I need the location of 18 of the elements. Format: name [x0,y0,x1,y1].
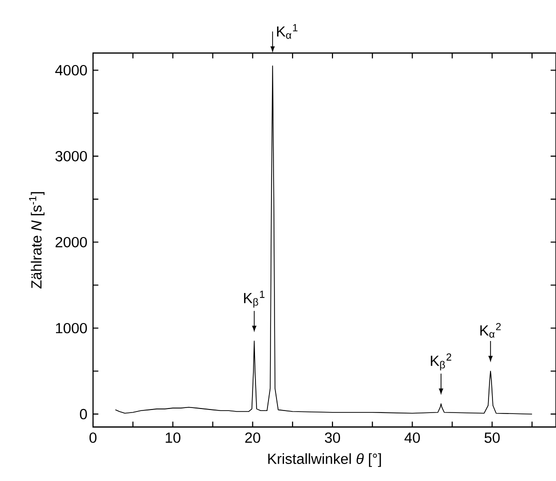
annotation: K$_{β}$1 [244,290,264,308]
x-tick-label: 30 [324,432,340,443]
y-tick-label: 4000 [55,65,87,76]
annotation: K$_{β}$2 [430,353,452,370]
y-tick-label: 2000 [56,236,87,248]
x-axis-title: Kristallwinkel θ [°] [268,453,381,467]
y-tick-label: 0 [80,408,87,420]
y-axis-title: Zählrate N [s$^{-1}$] [29,192,44,288]
x-tick-label: 20 [245,432,260,443]
x-tick-label: 0 [89,432,96,443]
annotation: K$_{α}$2 [480,322,501,338]
x-tick-label: 40 [404,432,420,443]
line-series [114,65,532,414]
annotation: K$_{α}$1 [277,24,298,39]
x-tick-label: 50 [484,432,500,443]
y-tick-label: 3000 [55,150,87,162]
y-tick-label: 1000 [56,322,87,334]
x-tick-label: 10 [166,432,180,443]
